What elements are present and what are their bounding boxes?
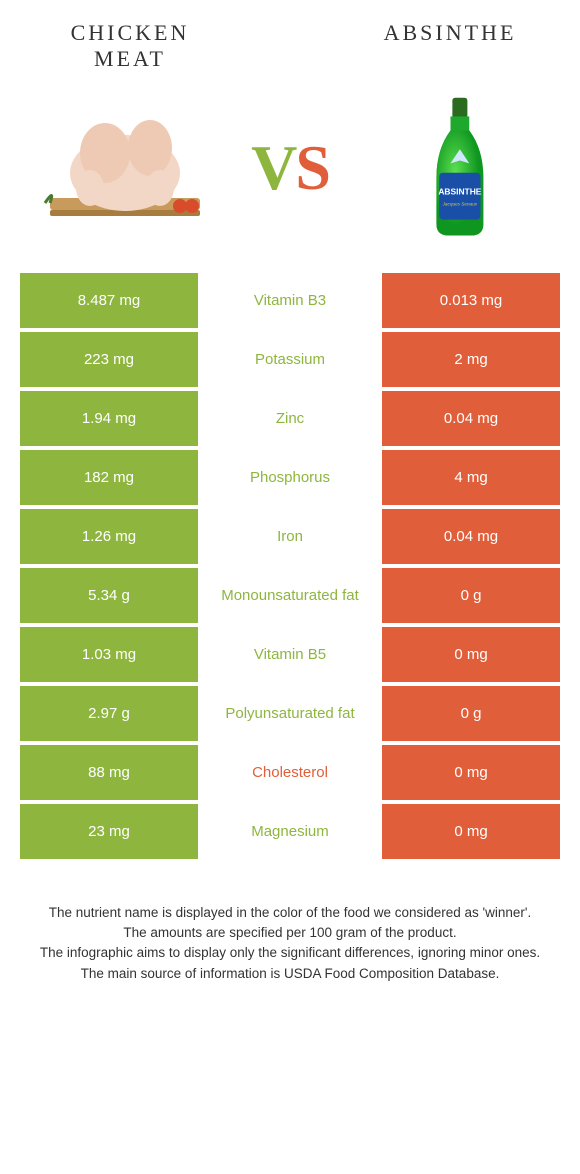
footer-line-1: The nutrient name is displayed in the co… bbox=[30, 903, 550, 923]
right-food-image: ABSINTHE Jacques Senaux bbox=[370, 93, 550, 243]
left-value-cell: 88 mg bbox=[20, 745, 198, 800]
comparison-table: 8.487 mgVitamin B30.013 mg223 mgPotassiu… bbox=[0, 273, 580, 859]
svg-text:ABSINTHE: ABSINTHE bbox=[438, 186, 481, 196]
left-value-cell: 223 mg bbox=[20, 332, 198, 387]
left-food-title: CHICKEN MEAT bbox=[40, 20, 220, 73]
right-value-cell: 0.013 mg bbox=[382, 273, 560, 328]
nutrient-label-cell: Vitamin B5 bbox=[198, 627, 382, 682]
nutrient-label-cell: Cholesterol bbox=[198, 745, 382, 800]
footer-line-3: The infographic aims to display only the… bbox=[30, 943, 550, 963]
table-row: 1.26 mgIron0.04 mg bbox=[20, 509, 560, 564]
right-value-cell: 0 mg bbox=[382, 745, 560, 800]
footer-line-4: The main source of information is USDA F… bbox=[30, 964, 550, 984]
nutrient-label-cell: Potassium bbox=[198, 332, 382, 387]
right-value-cell: 0 mg bbox=[382, 627, 560, 682]
absinthe-bottle-icon: ABSINTHE Jacques Senaux bbox=[413, 93, 507, 243]
svg-text:Jacques Senaux: Jacques Senaux bbox=[442, 201, 478, 206]
nutrient-label-cell: Vitamin B3 bbox=[198, 273, 382, 328]
chicken-icon bbox=[30, 93, 210, 243]
right-value-cell: 0 g bbox=[382, 568, 560, 623]
right-value-cell: 0.04 mg bbox=[382, 391, 560, 446]
right-value-cell: 0 g bbox=[382, 686, 560, 741]
nutrient-label-cell: Zinc bbox=[198, 391, 382, 446]
footer-notes: The nutrient name is displayed in the co… bbox=[0, 863, 580, 984]
left-value-cell: 182 mg bbox=[20, 450, 198, 505]
right-value-cell: 0.04 mg bbox=[382, 509, 560, 564]
right-food-title: ABSINTHE bbox=[360, 20, 540, 46]
table-row: 5.34 gMonounsaturated fat0 g bbox=[20, 568, 560, 623]
nutrient-label-cell: Phosphorus bbox=[198, 450, 382, 505]
table-row: 182 mgPhosphorus4 mg bbox=[20, 450, 560, 505]
footer-line-2: The amounts are specified per 100 gram o… bbox=[30, 923, 550, 943]
header: CHICKEN MEAT ABSINTHE bbox=[0, 0, 580, 73]
table-row: 1.03 mgVitamin B50 mg bbox=[20, 627, 560, 682]
left-value-cell: 1.26 mg bbox=[20, 509, 198, 564]
vs-label: VS bbox=[251, 131, 329, 205]
nutrient-label-cell: Polyunsaturated fat bbox=[198, 686, 382, 741]
nutrient-label-cell: Magnesium bbox=[198, 804, 382, 859]
left-value-cell: 8.487 mg bbox=[20, 273, 198, 328]
right-value-cell: 0 mg bbox=[382, 804, 560, 859]
nutrient-label-cell: Monounsaturated fat bbox=[198, 568, 382, 623]
vs-v: V bbox=[251, 132, 295, 203]
table-row: 23 mgMagnesium0 mg bbox=[20, 804, 560, 859]
images-row: VS ABSINTHE Jacques Senaux bbox=[0, 73, 580, 273]
right-value-cell: 4 mg bbox=[382, 450, 560, 505]
left-food-image bbox=[30, 93, 210, 243]
left-value-cell: 23 mg bbox=[20, 804, 198, 859]
table-row: 2.97 gPolyunsaturated fat0 g bbox=[20, 686, 560, 741]
table-row: 223 mgPotassium2 mg bbox=[20, 332, 560, 387]
vs-s: S bbox=[295, 132, 329, 203]
left-value-cell: 5.34 g bbox=[20, 568, 198, 623]
nutrient-label-cell: Iron bbox=[198, 509, 382, 564]
left-value-cell: 2.97 g bbox=[20, 686, 198, 741]
right-value-cell: 2 mg bbox=[382, 332, 560, 387]
left-value-cell: 1.03 mg bbox=[20, 627, 198, 682]
table-row: 1.94 mgZinc0.04 mg bbox=[20, 391, 560, 446]
left-value-cell: 1.94 mg bbox=[20, 391, 198, 446]
table-row: 8.487 mgVitamin B30.013 mg bbox=[20, 273, 560, 328]
table-row: 88 mgCholesterol0 mg bbox=[20, 745, 560, 800]
